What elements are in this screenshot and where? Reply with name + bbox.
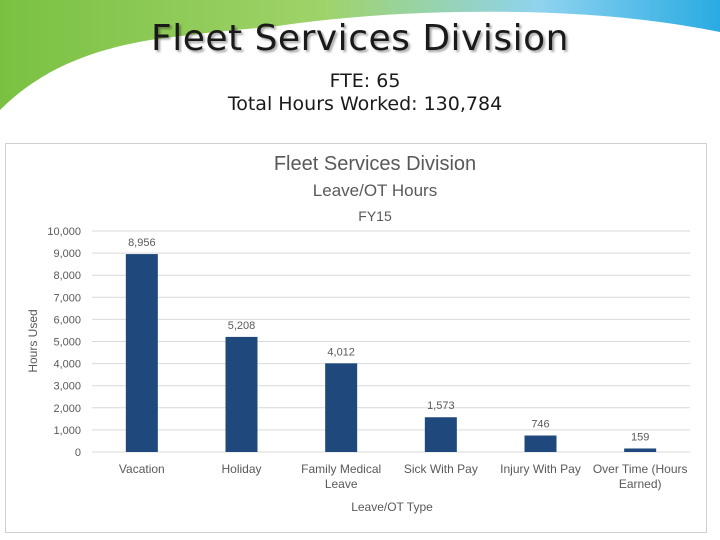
y-tick-label: 0 (75, 447, 81, 459)
category-label: Holiday (221, 462, 261, 476)
bars (125, 254, 657, 452)
chart-frame (5, 143, 707, 533)
category-label: Over Time (Hours (593, 462, 688, 476)
chart-title: Fleet Services Division (274, 153, 476, 175)
bar (424, 417, 457, 452)
labels: 0 1,000 2,000 3,000 4,000 5,000 6,000 7,000 8,00… (47, 226, 687, 491)
y-axis-title: Hours Used (26, 309, 40, 372)
y-tick-label: 10,000 (47, 226, 81, 238)
chart-fy-label: FY15 (358, 208, 392, 224)
total-hours-text: Total Hours Worked: 130,784 (227, 93, 503, 115)
slide-title: Fleet Services Division (151, 18, 569, 59)
value-label: 746 (531, 419, 549, 431)
fte-text: FTE: 65 (329, 70, 401, 92)
bar (125, 254, 158, 452)
bar (624, 448, 657, 452)
value-label: 8,956 (128, 237, 156, 249)
value-label: 4,012 (327, 346, 355, 358)
gridlines (92, 230, 690, 453)
y-tick-label: 6,000 (53, 314, 81, 326)
header-swoosh-white (0, 11, 720, 150)
y-tick-label: 1,000 (53, 425, 81, 437)
category-label: Leave (325, 477, 358, 491)
x-axis-title: Leave/OT Type (351, 500, 433, 514)
bar (325, 363, 358, 452)
y-tick-label: 2,000 (53, 403, 81, 415)
category-label: Injury With Pay (500, 462, 581, 476)
value-label: 159 (631, 431, 649, 443)
category-label: Family Medical (301, 462, 381, 476)
category-label: Earned) (619, 477, 662, 491)
category-label: Sick With Pay (404, 462, 478, 476)
bar (225, 336, 258, 452)
y-tick-label: 9,000 (53, 248, 81, 260)
value-label: 5,208 (228, 320, 256, 332)
chart-subtitle: Leave/OT Hours (313, 181, 437, 200)
y-tick-label: 4,000 (53, 359, 81, 371)
y-tick-label: 8,000 (53, 270, 81, 282)
bar-chart: Fleet Services Division Leave/OT Hours F… (26, 153, 690, 514)
bar (524, 435, 557, 452)
y-tick-label: 5,000 (53, 337, 81, 349)
value-label: 1,573 (427, 400, 455, 412)
y-tick-label: 7,000 (53, 292, 81, 304)
y-tick-label: 3,000 (53, 381, 81, 393)
category-label: Vacation (119, 462, 165, 476)
